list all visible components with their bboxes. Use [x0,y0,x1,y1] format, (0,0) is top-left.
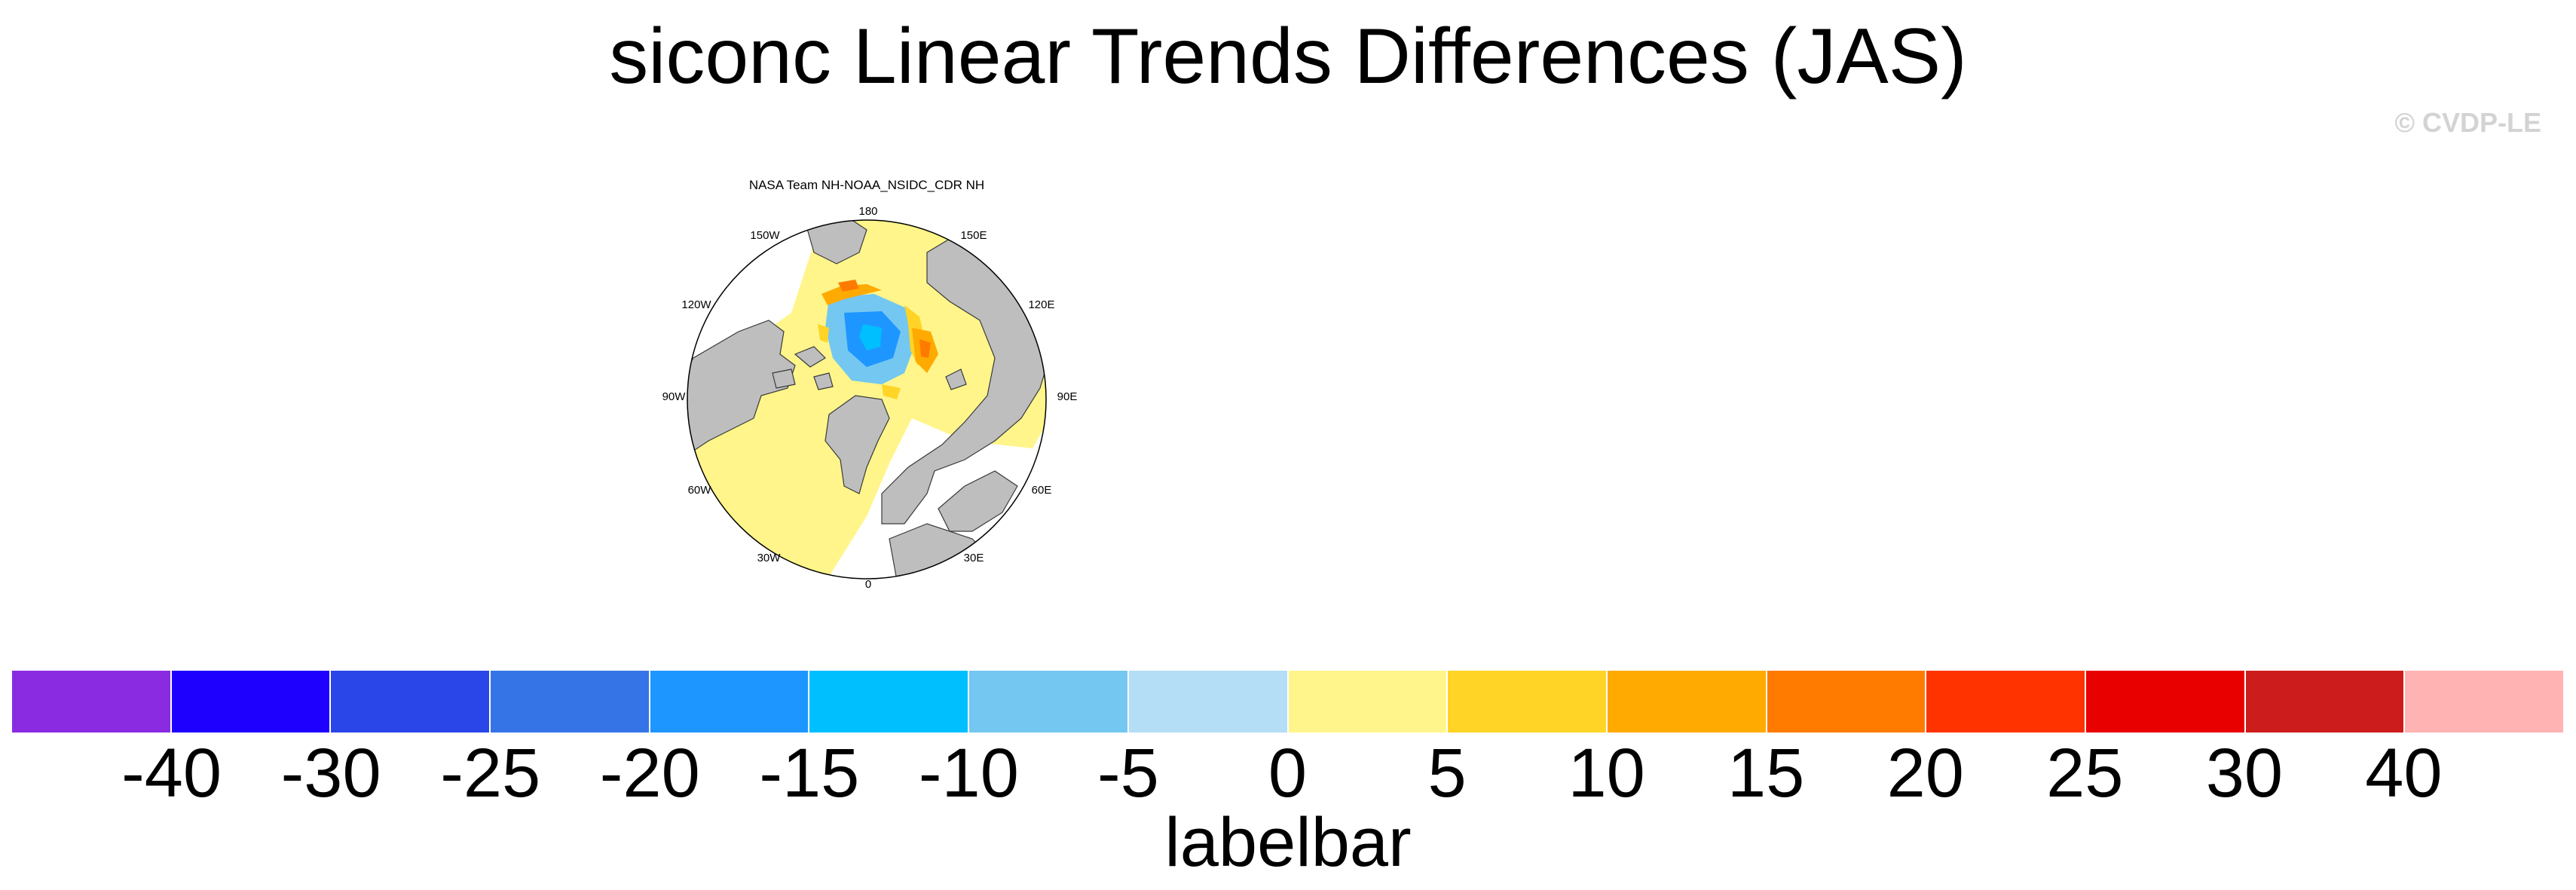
lon-label-60e: 60E [1032,484,1052,497]
labelbar-swatch-2 [331,671,491,732]
labelbar-swatch-9 [1448,671,1608,732]
map-boundary [687,219,1047,580]
labelbar-swatch-7 [1128,671,1289,732]
labelbar-tick-label: -25 [440,735,541,812]
labelbar-swatch-4 [650,671,810,732]
lon-label-150e: 150E [960,229,987,242]
lon-label-90e: 90E [1057,390,1078,403]
lon-label-180: 180 [858,205,877,218]
panel-title: NASA Team NH-NOAA_NSIDC_CDR NH [749,178,984,192]
labelbar-swatch-3 [491,671,650,732]
sea-ice-trend-center [818,280,938,399]
labelbar-swatch-1 [171,671,332,732]
lon-label-60w: 60W [688,484,712,497]
labelbar-swatch-5 [809,671,970,732]
labelbar-swatch-13 [2085,671,2246,732]
labelbar-swatch-15 [2405,671,2563,732]
lon-label-30w: 30W [757,552,782,564]
copyright-label: © CVDP-LE [2394,107,2541,138]
lon-label-30e: 30E [964,552,984,564]
lon-label-0: 0 [865,578,871,591]
labelbar-swatch-6 [969,671,1129,732]
labelbar-tick-label: 20 [1886,735,1964,812]
labelbar-swatch-12 [1926,671,2086,732]
labelbar-swatch-11 [1767,671,1927,732]
labelbar-swatch-8 [1288,671,1449,732]
labelbar-title: labelbar [1164,804,1412,881]
longitude-labels: 180 150E 120E 90E 60E 30E 0 30W 60W 90W … [662,205,1078,591]
labelbar-tick-label: 0 [1268,735,1308,812]
labelbar-swatch-0 [12,671,172,732]
lon-label-90w: 90W [662,390,687,403]
lon-label-120w: 120W [681,298,711,311]
figure-title: siconc Linear Trends Differences (JAS) [609,13,1967,100]
polar-map-panel: NASA Team NH-NOAA_NSIDC_CDR NH [662,178,1078,591]
labelbar-tick-label: -5 [1097,735,1159,812]
labelbar-tick-label: -10 [918,735,1019,812]
lon-label-150w: 150W [750,229,780,242]
labelbar-tick-label: -15 [759,735,860,812]
labelbar-tick-label: -20 [599,735,700,812]
labelbar-tick-label: 25 [2046,735,2124,812]
labelbar-swatch-14 [2245,671,2406,732]
labelbar-swatch-10 [1607,671,1767,732]
map-disk [687,220,1046,579]
labelbar-tick-label: 5 [1427,735,1467,812]
lon-label-120e: 120E [1028,298,1054,311]
labelbar-tick-label: -40 [121,735,222,812]
labelbar-tick-label: -30 [280,735,381,812]
labelbar-tick-label: 15 [1727,735,1805,812]
color-labelbar [12,671,2563,732]
labelbar-tick-label: 30 [2205,735,2284,812]
labelbar-tick-label: 40 [2365,735,2443,812]
labelbar-tick-label: 10 [1568,735,1645,812]
